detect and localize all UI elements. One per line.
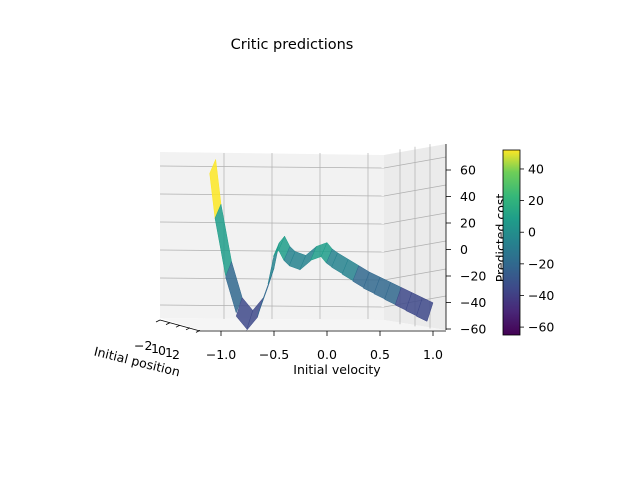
y-tick-mark [185,327,191,331]
z-tick-label: 60 [460,163,476,178]
grid-line-horizontal [159,249,385,253]
colorbar [502,149,521,336]
y-tick-label: −2 [134,338,152,353]
z-tick-label: 0 [460,242,468,257]
grid-line-horizontal [159,221,385,225]
grid-line-horizontal [159,277,385,281]
surface-segment [235,297,254,330]
z-tick-label: 40 [460,189,476,204]
x-tick-label: 0.5 [370,347,390,362]
colorbar-tick-label: 40 [528,161,544,176]
grid-line-horizontal [159,304,385,308]
z-tick-label: −60 [460,322,486,337]
surface-segment [246,297,264,331]
colorbar-tick-label: −40 [528,288,554,303]
grid-line-horizontal [159,193,385,197]
z-tick-label: −20 [460,269,486,284]
y-tick-label: 2 [172,347,180,362]
y-tick-label: 1 [151,341,159,356]
x-ticks: −1.0 −0.5 0.0 0.5 1.0 [206,331,443,362]
colorbar-tick-label: −60 [528,320,554,335]
surface-segment [225,261,243,314]
x-axis-label: Initial velocity [293,362,381,377]
surface-segment [214,203,232,277]
chart-title: Critic predictions [231,37,354,53]
y-tick-mark [175,324,181,328]
surface-segment [299,246,317,271]
z-tick-label: −40 [460,295,486,310]
colorbar-tick-label: 0 [528,225,536,240]
grid-line-horizontal [159,165,385,169]
x-tick-label: 0.0 [317,347,337,362]
colorbar-tick-label: −20 [528,256,554,271]
floor-pane [160,318,446,330]
x-tick-label: −0.5 [259,347,289,362]
y-tick-mark [165,322,171,325]
colorbar-tick-label: 20 [528,193,544,208]
colorbar-ticks: 40 20 0 −20 −40 −60 [520,161,554,335]
y-tick-label: 0 [158,343,166,358]
x-tick-label: 1.0 [423,347,443,362]
y-tick-mark [195,330,201,333]
surface [209,158,434,331]
z-tick-label: 20 [460,216,476,231]
z-ticks: 60 40 20 0 −20 −40 −60 [446,163,486,337]
y-ticks: −21 0 1 2 [134,319,201,362]
y-tick-label: 1 [165,345,173,360]
y-tick-mark [155,319,161,323]
x-tick-label: −1.0 [206,347,236,362]
surface-segment [416,297,434,322]
